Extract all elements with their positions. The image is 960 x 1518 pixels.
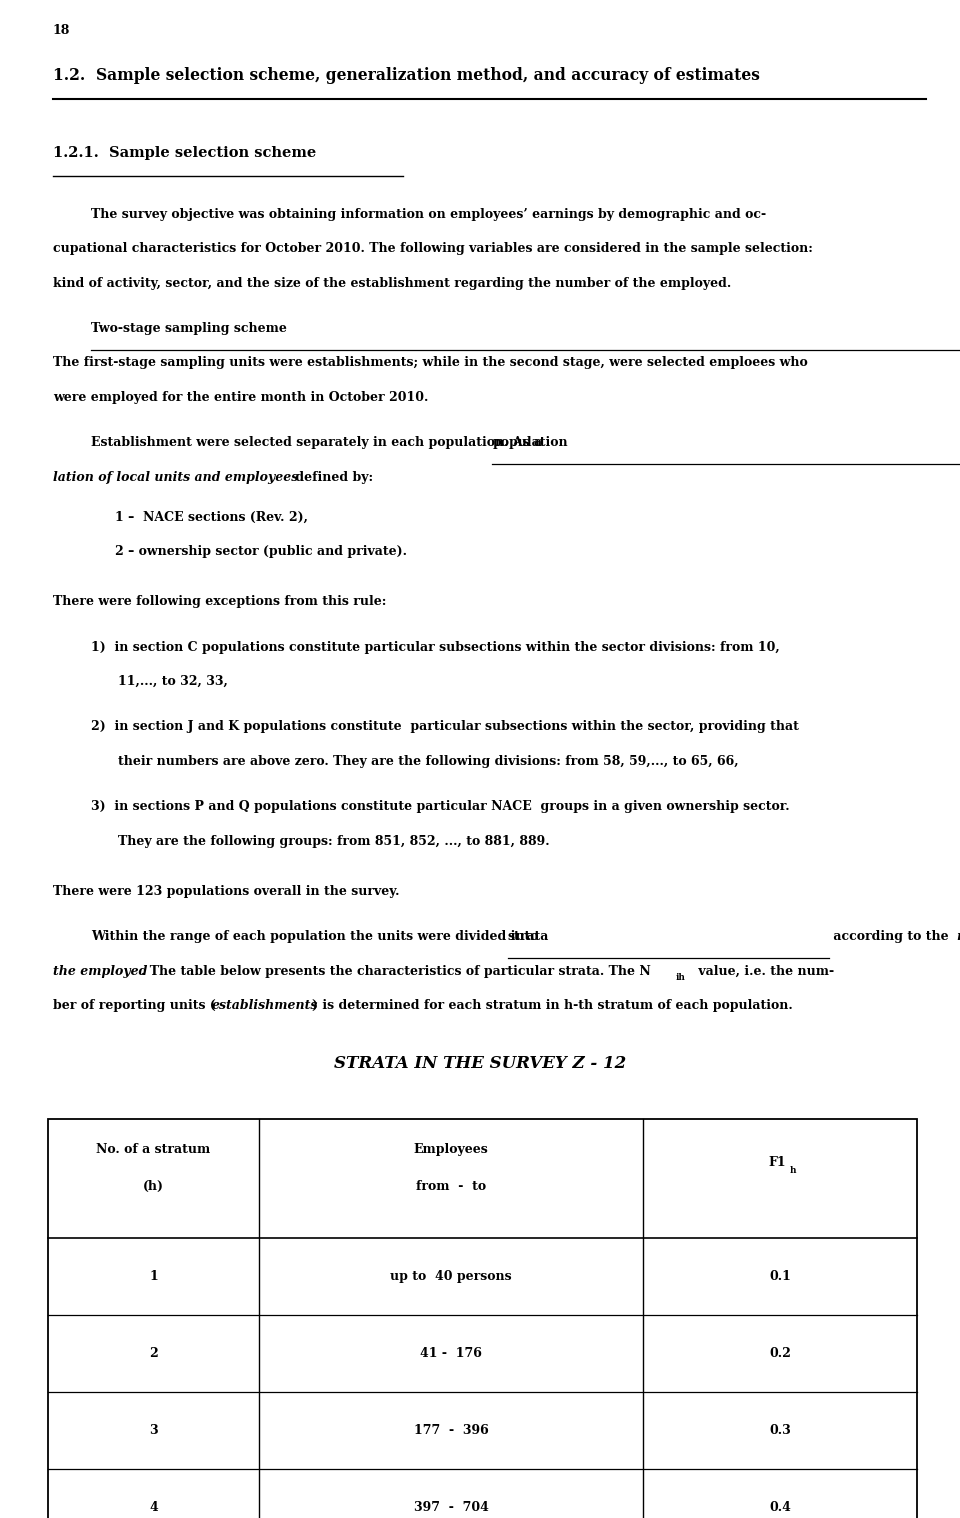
Text: 0.4: 0.4 (769, 1501, 791, 1515)
Text: ber of reporting units (: ber of reporting units ( (53, 999, 216, 1013)
Text: STRATA IN THE SURVEY Z - 12: STRATA IN THE SURVEY Z - 12 (334, 1055, 626, 1072)
Text: The first-stage sampling units were establishments; while in the second stage, w: The first-stage sampling units were esta… (53, 357, 807, 369)
Text: The survey objective was obtaining information on employees’ earnings by demogra: The survey objective was obtaining infor… (91, 208, 766, 220)
Text: population: population (492, 436, 568, 449)
Text: according to the: according to the (829, 931, 956, 943)
Text: 0.1: 0.1 (769, 1271, 791, 1283)
Text: 1.2.  Sample selection scheme, generalization method, and accuracy of estimates: 1.2. Sample selection scheme, generaliza… (53, 67, 759, 83)
Text: 1.2.1.  Sample selection scheme: 1.2.1. Sample selection scheme (53, 147, 316, 161)
Text: kind of activity, sector, and the size of the establishment regarding the number: kind of activity, sector, and the size o… (53, 276, 732, 290)
Text: ih: ih (676, 973, 685, 982)
Text: 41 -  176: 41 - 176 (420, 1348, 482, 1360)
Text: their numbers are above zero. They are the following divisions: from 58, 59,...,: their numbers are above zero. They are t… (118, 754, 738, 768)
Text: lation of local units and employees: lation of local units and employees (53, 471, 298, 484)
Text: Establishment were selected separately in each population. As a: Establishment were selected separately i… (91, 436, 546, 449)
Text: 2)  in section J and K populations constitute  particular subsections within the: 2) in section J and K populations consti… (91, 721, 799, 733)
Text: number of: number of (957, 931, 960, 943)
Text: from  -  to: from - to (416, 1179, 487, 1193)
Text: There were following exceptions from this rule:: There were following exceptions from thi… (53, 595, 386, 609)
Text: 0.2: 0.2 (769, 1348, 791, 1360)
Text: the employed: the employed (53, 965, 147, 978)
Text: 177  -  396: 177 - 396 (414, 1424, 489, 1438)
Text: No. of a stratum: No. of a stratum (96, 1143, 211, 1155)
Text: F1: F1 (768, 1157, 786, 1169)
Text: 11,..., to 32, 33,: 11,..., to 32, 33, (118, 676, 228, 688)
Text: Employees: Employees (414, 1143, 489, 1155)
Text: 0.3: 0.3 (769, 1424, 791, 1438)
Text: . The table below presents the characteristics of particular strata. The N: . The table below presents the character… (141, 965, 651, 978)
Text: 3)  in sections P and Q populations constitute particular NACE  groups in a give: 3) in sections P and Q populations const… (91, 800, 790, 814)
Text: cupational characteristics for October 2010. The following variables are conside: cupational characteristics for October 2… (53, 241, 813, 255)
Text: strata: strata (508, 931, 549, 943)
Text: 4: 4 (149, 1501, 158, 1515)
Text: Two-stage sampling scheme: Two-stage sampling scheme (91, 322, 287, 335)
Text: ) is determined for each stratum in h-th stratum of each population.: ) is determined for each stratum in h-th… (312, 999, 793, 1013)
Text: establishments: establishments (211, 999, 318, 1013)
Text: Within the range of each population the units were divided into: Within the range of each population the … (91, 931, 543, 943)
Text: 1: 1 (149, 1271, 158, 1283)
Text: 2: 2 (149, 1348, 158, 1360)
Text: h: h (789, 1166, 796, 1175)
Text: (h): (h) (143, 1179, 164, 1193)
Text: 397  -  704: 397 - 704 (414, 1501, 489, 1515)
Text: They are the following groups: from 851, 852, ..., to 881, 889.: They are the following groups: from 851,… (118, 835, 550, 847)
Text: 3: 3 (150, 1424, 157, 1438)
Text: up to  40 persons: up to 40 persons (391, 1271, 512, 1283)
Text: 2 – ownership sector (public and private).: 2 – ownership sector (public and private… (115, 545, 407, 559)
Text: 1)  in section C populations constitute particular subsections within the sector: 1) in section C populations constitute p… (91, 641, 780, 654)
Text: 18: 18 (53, 24, 70, 38)
Text: There were 123 populations overall in the survey.: There were 123 populations overall in th… (53, 885, 399, 899)
Text: defined by:: defined by: (291, 471, 373, 484)
Text: were employed for the entire month in October 2010.: were employed for the entire month in Oc… (53, 392, 428, 404)
Text: value, i.e. the num-: value, i.e. the num- (694, 965, 834, 978)
Text: 1 –  NACE sections (Rev. 2),: 1 – NACE sections (Rev. 2), (115, 510, 308, 524)
